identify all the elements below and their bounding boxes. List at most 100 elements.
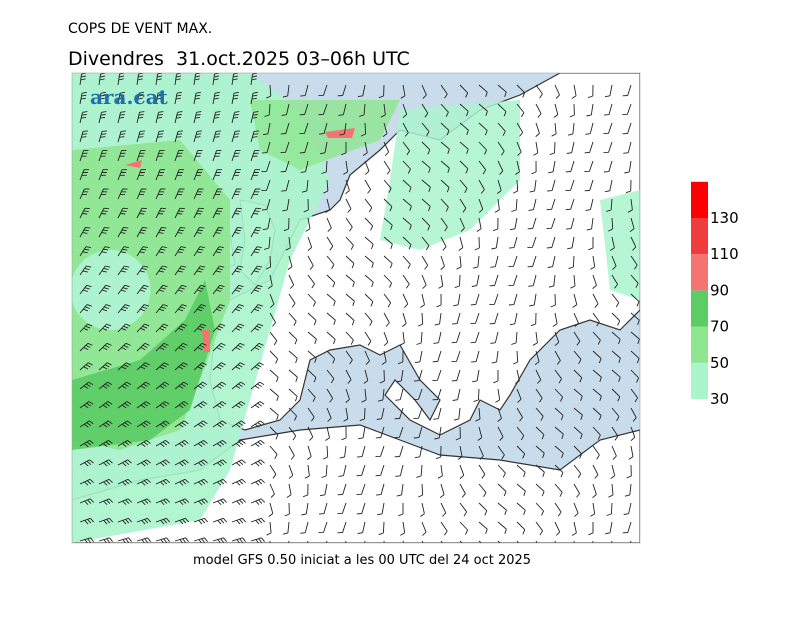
wind-barb (497, 483, 507, 497)
wind-barb (516, 141, 522, 156)
wind-barb (516, 464, 526, 478)
wind-barb (174, 459, 189, 467)
wind-barb (212, 498, 228, 506)
wind-barb (630, 426, 636, 441)
wind-barb (546, 198, 556, 211)
wind-barb (136, 459, 151, 467)
wind-barb (320, 141, 328, 155)
wind-barb (511, 198, 518, 212)
wind-barb (193, 73, 201, 86)
wind-barb (451, 369, 461, 382)
wind-barb (438, 274, 444, 289)
wind-barb (212, 304, 225, 314)
wind-barb (611, 293, 620, 308)
wind-barb (471, 274, 480, 287)
wind-barb (383, 217, 393, 231)
wind-barb (433, 407, 442, 420)
wind-barb (231, 284, 244, 295)
wind-barb (174, 362, 188, 371)
wind-barb (79, 73, 87, 86)
wind-barb (117, 207, 128, 219)
wind-barb (98, 537, 113, 543)
wind-barb (79, 207, 90, 219)
wind-barb (155, 401, 170, 409)
wind-barb (611, 331, 621, 345)
wind-barb (421, 179, 431, 192)
wind-barb (301, 502, 309, 516)
wind-barb (535, 407, 544, 421)
wind-barb (547, 255, 556, 268)
wind-barb (212, 188, 223, 200)
wind-barb (79, 342, 93, 352)
wind-barb (117, 440, 132, 447)
wind-barb (527, 255, 537, 268)
wind-barb (516, 483, 526, 496)
wind-barb (604, 84, 613, 98)
wind-barb (459, 502, 467, 517)
wind-barb (623, 141, 632, 154)
wind-barb (475, 407, 481, 422)
wind-barb (174, 381, 189, 390)
wind-barb (136, 381, 151, 390)
wind-barb (432, 350, 442, 363)
wind-barb (535, 540, 538, 543)
wind-barb (573, 464, 582, 479)
wind-barb (611, 426, 619, 441)
wind-barb (459, 103, 469, 117)
wind-barb (478, 179, 485, 194)
wind-barb (572, 293, 578, 308)
wind-barb (603, 103, 613, 116)
wind-barb (364, 160, 370, 175)
wind-barb (474, 236, 480, 251)
wind-barb (264, 103, 271, 117)
wind-barb (338, 103, 347, 116)
wind-barb (307, 369, 317, 383)
wind-barb (117, 459, 132, 467)
wind-barb (305, 217, 311, 232)
wind-barb (630, 255, 638, 270)
wind-barb (566, 141, 575, 154)
wind-barb (478, 445, 484, 460)
wind-barb (478, 521, 488, 535)
wind-barb (364, 255, 374, 268)
wind-barb (136, 111, 145, 124)
wind-barb (495, 388, 501, 403)
wind-barb (231, 459, 246, 467)
wind-barb (478, 540, 483, 543)
wind-barb (79, 498, 95, 506)
wind-barb (394, 407, 404, 420)
wind-barb (250, 284, 263, 295)
wind-barb (396, 483, 404, 497)
wind-barb (434, 312, 442, 326)
legend-label: 110 (710, 245, 739, 263)
wind-barb (231, 440, 246, 447)
wind-barb (497, 160, 504, 175)
wind-barb (516, 502, 526, 516)
wind-barb (250, 362, 264, 371)
wind-barb (281, 103, 290, 116)
wind-barb (98, 420, 113, 428)
wind-barb (592, 293, 599, 308)
wind-barb (174, 401, 189, 409)
wind-barb (250, 304, 263, 314)
wind-barb (98, 401, 113, 409)
wind-barb (174, 537, 189, 543)
wind-barb (497, 502, 507, 515)
wind-barb (307, 312, 317, 326)
wind-barb (440, 502, 447, 517)
wind-barb (400, 84, 406, 99)
wind-barb (491, 350, 499, 364)
wind-barb (79, 169, 89, 181)
wind-barb (375, 464, 385, 477)
wind-barb (338, 464, 347, 477)
wind-barb (549, 141, 556, 156)
wind-barb (212, 265, 225, 276)
wind-barb (269, 445, 278, 460)
wind-barb (250, 401, 265, 409)
wind-barb (307, 407, 315, 422)
wind-barb (565, 160, 575, 173)
wind-barb (79, 517, 95, 525)
wind-barb (212, 323, 226, 333)
wind-barb (630, 236, 637, 251)
wind-barb (174, 226, 186, 238)
